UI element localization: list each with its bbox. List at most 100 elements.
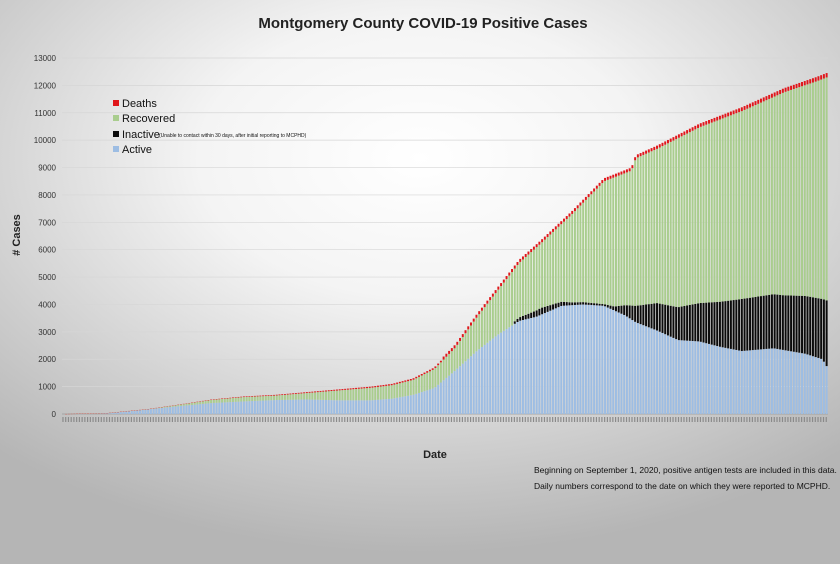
x-tick-label [450, 417, 453, 422]
x-tick-label [757, 417, 759, 422]
bar-recovered [661, 146, 664, 305]
bar-deaths [426, 371, 429, 373]
bar-deaths [593, 188, 596, 192]
bar-active [686, 340, 689, 414]
bar-active [245, 401, 248, 414]
x-tick-label [385, 417, 387, 422]
bar-active [650, 328, 653, 414]
bar-recovered [729, 115, 732, 301]
bar-inactive [639, 305, 642, 325]
bar-inactive [817, 298, 820, 358]
bar-active [478, 349, 481, 414]
bar-inactive [732, 300, 735, 350]
bar-recovered [428, 371, 431, 390]
bar-recovered [442, 359, 445, 381]
bar-recovered [825, 77, 828, 301]
x-tick-label [508, 417, 510, 422]
bar-deaths [762, 97, 765, 102]
bar-recovered [376, 386, 379, 400]
bar-recovered [231, 398, 234, 402]
y-axis-label: # Cases [11, 214, 23, 256]
x-tick-label [273, 417, 275, 422]
bar-recovered [368, 387, 371, 401]
bar-recovered [215, 399, 218, 403]
x-tick-label [524, 417, 526, 422]
bar-inactive [716, 301, 719, 347]
bar-recovered [590, 194, 593, 303]
x-tick-label [81, 417, 83, 422]
x-tick-label [527, 417, 529, 422]
bar-inactive [557, 302, 560, 308]
bar-deaths [450, 348, 453, 352]
x-tick-label [158, 417, 160, 422]
bar-deaths [371, 386, 374, 388]
bar-inactive [636, 305, 639, 324]
bar-deaths [456, 341, 459, 345]
x-tick-label [614, 417, 617, 422]
bar-deaths [376, 385, 379, 387]
bar-active [521, 319, 524, 414]
x-tick-label [751, 417, 753, 422]
bar-active [573, 304, 576, 414]
x-tick-label [152, 417, 154, 422]
x-tick-label [784, 417, 786, 422]
bar-active [538, 315, 541, 414]
bar-active [825, 366, 828, 414]
bar-deaths [229, 397, 232, 399]
x-tick-label [371, 417, 373, 422]
bar-active [229, 402, 232, 414]
bar-recovered [396, 383, 399, 398]
bar-deaths [368, 386, 371, 388]
bar-recovered [571, 213, 574, 303]
x-tick-label [97, 417, 100, 422]
bar-recovered [666, 143, 669, 306]
x-tick-label [746, 417, 748, 422]
bar-active [516, 321, 519, 414]
bar-recovered [593, 191, 596, 304]
bar-active [757, 349, 760, 414]
x-tick-label [759, 417, 762, 422]
bar-recovered [303, 393, 306, 400]
bar-recovered [158, 407, 161, 409]
x-tick-label [169, 417, 171, 422]
x-tick-label [773, 417, 775, 422]
bar-recovered [530, 252, 533, 313]
x-tick-label [713, 417, 715, 422]
bar-recovered [311, 392, 314, 400]
bar-active [366, 400, 369, 414]
bar-deaths [407, 379, 410, 382]
bar-active [174, 406, 177, 414]
y-tick-label: 12000 [34, 81, 57, 90]
bar-active [483, 344, 486, 414]
bar-active [694, 341, 697, 414]
bar-deaths [672, 137, 675, 141]
bar-recovered [576, 208, 579, 303]
bar-deaths [798, 82, 801, 88]
bar-recovered [275, 395, 278, 401]
bar-active [428, 389, 431, 414]
bar-recovered [617, 175, 620, 306]
bar-recovered [470, 325, 472, 357]
bar-active [125, 411, 128, 414]
bar-recovered [464, 333, 467, 362]
x-tick-label [212, 417, 215, 422]
x-tick-label [363, 417, 365, 422]
bar-recovered [483, 307, 486, 345]
bar-recovered [316, 392, 319, 400]
x-tick-label [483, 417, 485, 422]
bar-recovered [677, 137, 680, 308]
bar-deaths [784, 87, 787, 92]
x-tick-label [593, 417, 595, 422]
bar-recovered [710, 122, 713, 303]
bar-active [281, 399, 284, 414]
bar-inactive [538, 308, 541, 316]
bar-active [535, 316, 538, 414]
bar-recovered [642, 154, 645, 305]
bar-deaths [601, 180, 604, 184]
bar-recovered [500, 286, 503, 333]
x-tick-label [177, 417, 179, 422]
bar-active [349, 400, 352, 414]
bar-active [303, 399, 306, 414]
bar-recovered [623, 173, 626, 306]
bar-recovered [218, 399, 221, 403]
